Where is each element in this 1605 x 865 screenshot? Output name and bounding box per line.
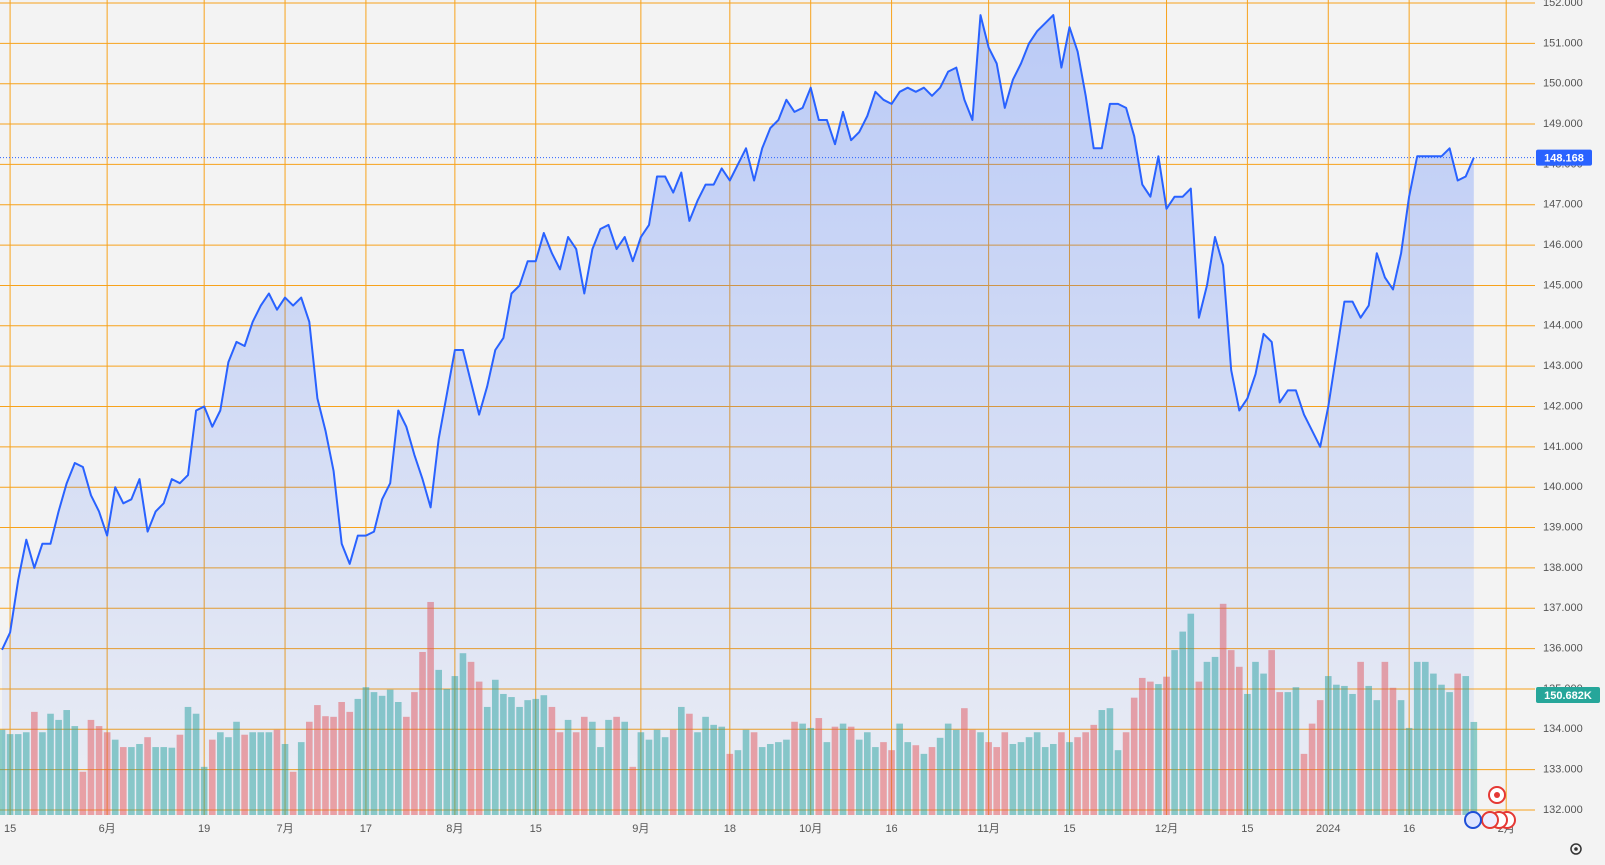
- y-tick-label: 137.000: [1543, 602, 1583, 614]
- y-tick-label: 145.000: [1543, 279, 1583, 291]
- area-fill: [2, 15, 1474, 816]
- settings-icon[interactable]: [1570, 843, 1582, 855]
- price-line: [1, 14, 1475, 651]
- y-tick-label: 144.000: [1543, 320, 1583, 332]
- x-tick-label: 8月: [446, 823, 463, 835]
- y-tick-label: 152.000: [1543, 0, 1583, 9]
- y-tick-label: 150.000: [1543, 78, 1583, 90]
- event-icon[interactable]: [1481, 811, 1499, 829]
- y-tick-label: 140.000: [1543, 481, 1583, 493]
- x-tick-label: 15: [4, 823, 16, 835]
- settings-button[interactable]: [1570, 843, 1582, 855]
- x-tick-label: 16: [885, 823, 897, 835]
- y-tick-label: 149.000: [1543, 118, 1583, 130]
- event-icons[interactable]: [1464, 786, 1516, 829]
- price-tag: [1536, 149, 1592, 166]
- y-tick-label: 139.000: [1543, 521, 1583, 533]
- x-tick-label: 16: [1403, 823, 1415, 835]
- x-tick-label: 15: [1063, 823, 1075, 835]
- y-tick-label: 136.000: [1543, 643, 1583, 655]
- x-tick-label: 9月: [632, 823, 649, 835]
- price-pane: [0, 14, 1535, 816]
- volume-tag: [1536, 686, 1600, 703]
- y-tick-label: 142.000: [1543, 400, 1583, 412]
- x-tick-label: 6月: [99, 823, 116, 835]
- y-tick-label: 138.000: [1543, 562, 1583, 574]
- y-tick-label: 141.000: [1543, 441, 1583, 453]
- event-icon[interactable]: [1464, 811, 1482, 829]
- x-tick-label: 17: [360, 823, 372, 835]
- price-tag-label: 148.168: [1544, 153, 1584, 165]
- x-tick-label: 11月: [977, 823, 999, 835]
- x-tick-label: 12月: [1155, 823, 1178, 835]
- event-icon-dot: [1494, 792, 1500, 798]
- x-tick-label: 19: [198, 823, 210, 835]
- volume-bar: [1470, 721, 1478, 815]
- y-tick-label: 147.000: [1543, 199, 1583, 211]
- x-tick-label: 7月: [276, 823, 293, 835]
- y-tick-label: 151.000: [1543, 37, 1583, 49]
- y-tick-label: 133.000: [1543, 764, 1583, 776]
- x-tick-label: 15: [1241, 823, 1253, 835]
- y-tick-label: 143.000: [1543, 360, 1583, 372]
- settings-icon-center: [1574, 847, 1578, 851]
- x-tick-label: 15: [530, 823, 542, 835]
- y-tick-label: 134.000: [1543, 723, 1583, 735]
- axes: 132.000133.000134.000135.000136.000137.0…: [4, 0, 1600, 835]
- x-tick-label: 2024: [1316, 823, 1340, 835]
- x-tick-label: 18: [724, 823, 736, 835]
- y-tick-label: 132.000: [1543, 804, 1583, 816]
- y-tick-label: 146.000: [1543, 239, 1583, 251]
- x-tick-label: 10月: [799, 823, 822, 835]
- volume-tag-label: 150.682K: [1544, 690, 1592, 702]
